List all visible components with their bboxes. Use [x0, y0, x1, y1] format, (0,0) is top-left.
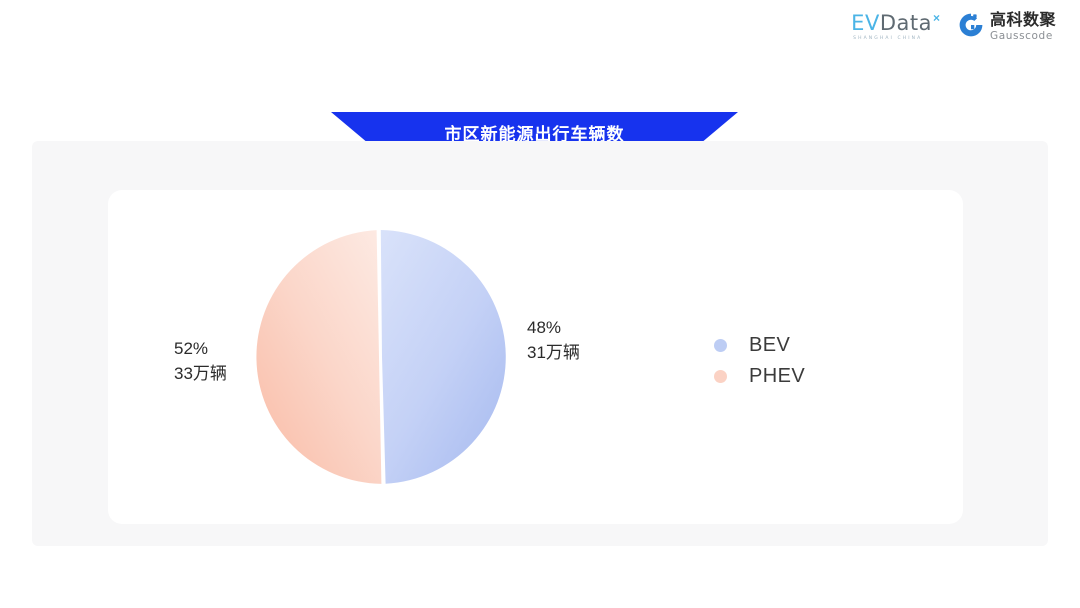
bev-value-label: 48% 31万辆 [527, 316, 580, 365]
evdata-logo-row: EVData × [851, 11, 940, 34]
bev-amount: 31万辆 [527, 342, 580, 362]
phev-percent: 52% [174, 339, 209, 358]
phev-value-label: 52% 33万辆 [174, 337, 227, 386]
phev-amount: 33万辆 [174, 363, 227, 383]
pie-slice-phev [256, 230, 382, 484]
evdata-wordmark-ev: EV [851, 11, 880, 36]
legend-dot-bev-icon [714, 339, 727, 352]
legend-item-phev[interactable]: PHEV [714, 361, 805, 392]
legend-label-phev: PHEV [749, 365, 806, 387]
gausscode-text: 高科数聚 Gausscode [990, 13, 1056, 42]
pie-chart [249, 227, 509, 487]
brand-bar: EVData × shanghai china 高科数聚 Gausscode [851, 12, 1056, 43]
evdata-superscript-x-icon: × [932, 11, 940, 26]
evdata-wordmark-data: Data [879, 11, 932, 36]
legend-label-bev: BEV [749, 334, 791, 356]
pie-slice-bev [380, 230, 506, 484]
gausscode-logo: 高科数聚 Gausscode [958, 12, 1056, 43]
evdata-logo: EVData × shanghai china [851, 11, 940, 42]
gausscode-name-en: Gausscode [989, 30, 1053, 43]
gausscode-name-cn: 高科数聚 [989, 12, 1056, 30]
evdata-wordmark: EVData [851, 13, 932, 34]
legend-item-bev[interactable]: BEV [714, 330, 805, 361]
gausscode-circle-icon [958, 12, 984, 43]
bev-percent: 48% [527, 318, 562, 337]
chart-card [108, 190, 963, 524]
legend-dot-phev-icon [714, 370, 727, 383]
chart-legend: BEV PHEV [714, 330, 805, 392]
evdata-tagline: shanghai china [853, 36, 923, 42]
